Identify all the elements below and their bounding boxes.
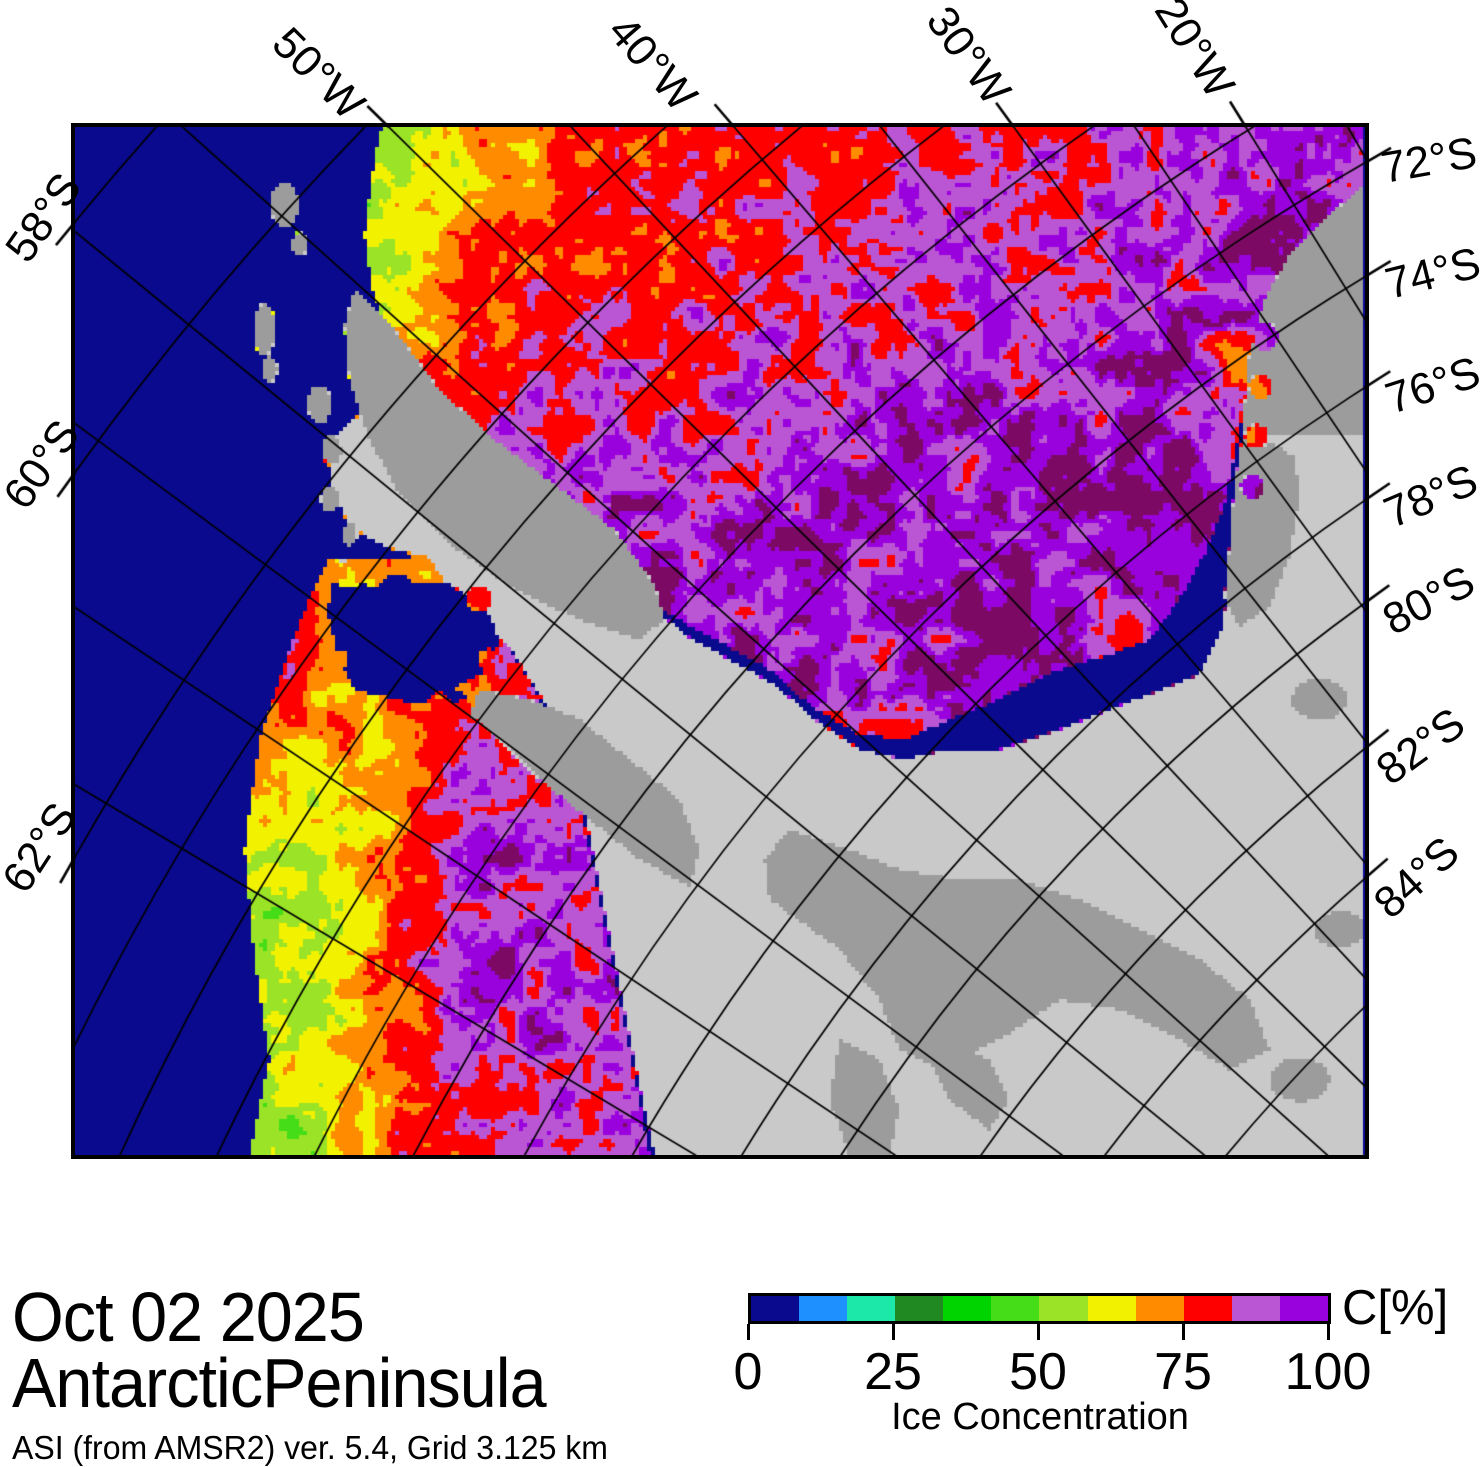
colorbar-tick-label: 50: [1009, 1343, 1067, 1401]
colorbar-segment: [751, 1296, 800, 1321]
colorbar-caption: Ice Concentration: [891, 1396, 1189, 1438]
sea-ice-map-canvas: [75, 127, 1365, 1155]
latitude-label: 74°S: [1380, 238, 1480, 309]
colorbar-segment: [847, 1296, 896, 1321]
latitude-label: 78°S: [1377, 455, 1480, 538]
latitude-label: 72°S: [1377, 128, 1480, 193]
latitude-label: 84°S: [1364, 827, 1469, 928]
longitude-label: 30°W: [916, 0, 1020, 114]
title-block: Oct 02 2025 AntarcticPeninsula ASI (from…: [12, 1278, 626, 1467]
colorbar-tick: [747, 1324, 750, 1340]
colorbar-tick: [1182, 1324, 1185, 1340]
colorbar-tick: [1037, 1324, 1040, 1340]
colorbar-segment: [1231, 1296, 1280, 1321]
colorbar-segment: [943, 1296, 992, 1321]
colorbar-tick-label: 75: [1154, 1343, 1212, 1401]
colorbar-segment: [1087, 1296, 1136, 1321]
colorbar-segment: [1279, 1296, 1328, 1321]
colorbar-tick: [892, 1324, 895, 1340]
colorbar-tick: [1327, 1324, 1330, 1340]
region-title: AntarcticPeninsula: [12, 1344, 547, 1422]
colorbar-tick-label: 0: [733, 1343, 763, 1401]
colorbar-tick-label: 25: [864, 1343, 922, 1401]
source-line: ASI (from AMSR2) ver. 5.4, Grid 3.125 km: [12, 1429, 608, 1466]
latitude-label: 82°S: [1367, 698, 1474, 795]
longitude-label: 20°W: [1145, 0, 1244, 107]
map-frame: [71, 123, 1369, 1159]
colorbar: [748, 1293, 1331, 1324]
date-title: Oct 02 2025: [12, 1278, 365, 1356]
colorbar-segment: [1183, 1296, 1232, 1321]
colorbar-segment: [1039, 1296, 1088, 1321]
colorbar-segment: [895, 1296, 944, 1321]
longitude-label: 50°W: [262, 18, 374, 130]
longitude-label: 40°W: [598, 6, 707, 121]
colorbar-segment: [1135, 1296, 1184, 1321]
latitude-label: 76°S: [1379, 347, 1480, 424]
latitude-label: 80°S: [1374, 556, 1480, 645]
colorbar-segment: [799, 1296, 848, 1321]
colorbar-unit-label: C[%]: [1342, 1281, 1449, 1335]
colorbar-tick-label: 100: [1284, 1343, 1372, 1401]
colorbar-segment: [991, 1296, 1040, 1321]
